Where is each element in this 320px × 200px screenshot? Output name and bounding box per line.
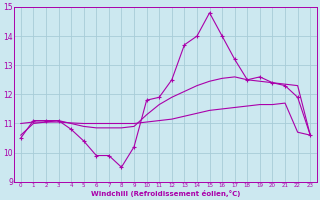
X-axis label: Windchill (Refroidissement éolien,°C): Windchill (Refroidissement éolien,°C) (91, 190, 240, 197)
